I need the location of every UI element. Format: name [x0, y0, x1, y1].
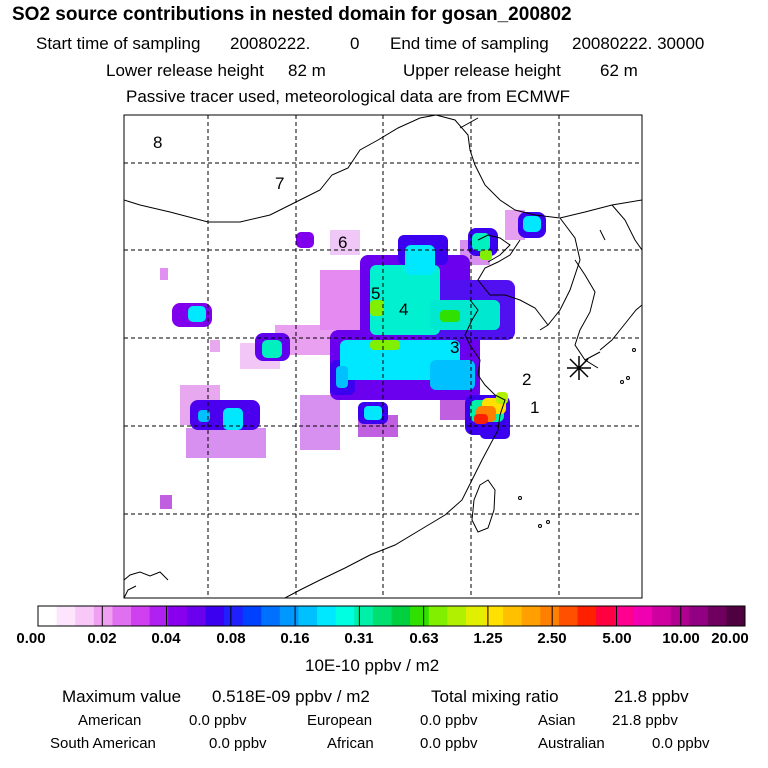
australian-value: 0.0 ppbv — [652, 735, 710, 752]
colorbar-swatch — [503, 606, 523, 626]
colorbar-swatch — [224, 606, 244, 626]
australian-label: Australian — [538, 735, 605, 752]
colorbar-swatch — [131, 606, 151, 626]
max-value: 0.518E-09 ppbv / m2 — [212, 687, 370, 706]
total-mixing-value: 21.8 ppbv — [614, 687, 689, 706]
colorbar-tick: 5.00 — [602, 630, 632, 647]
region-label-6: 6 — [338, 233, 347, 252]
colorbar-unit: 10E-10 ppbv / m2 — [305, 656, 440, 675]
european-value: 0.0 ppbv — [420, 712, 478, 729]
colorbar-swatch — [168, 606, 188, 626]
upper-release-value: 62 m — [600, 61, 638, 80]
colorbar-swatch — [596, 606, 616, 626]
colorbar-tick: 2.50 — [537, 630, 567, 647]
start-time-value: 20080222. — [230, 34, 311, 53]
region-label-1: 1 — [530, 398, 539, 417]
lower-release-label: Lower release height — [106, 61, 264, 80]
south-american-label: South American — [50, 735, 156, 752]
european-label: European — [307, 712, 373, 729]
colorbar-tick: 20.00 — [711, 630, 749, 647]
colorbar-swatch — [614, 606, 634, 626]
colorbar-swatch — [261, 606, 281, 626]
region-labels: 1 2 3 4 5 6 7 8 — [153, 133, 539, 417]
contribution-field — [124, 115, 642, 598]
coastlines-borders — [124, 115, 642, 598]
african-value: 0.0 ppbv — [420, 735, 478, 752]
colorbar — [37, 605, 746, 627]
colorbar-swatch — [558, 606, 579, 626]
colorbar-swatch — [112, 606, 132, 626]
colorbar-swatch — [689, 606, 709, 626]
american-value: 0.0 ppbv — [189, 712, 247, 729]
region-label-5: 5 — [371, 284, 380, 303]
strong-plume-layer — [188, 216, 541, 430]
end-time-label: End time of sampling — [390, 34, 549, 53]
colorbar-swatch — [149, 606, 169, 626]
colorbar-swatch — [521, 606, 541, 626]
end-time-value: 20080222. 30000 — [572, 34, 705, 53]
colorbar-tick: 0.02 — [87, 630, 117, 647]
african-label: African — [327, 735, 374, 752]
colorbar-swatch — [410, 606, 430, 626]
colorbar-tick: 10.00 — [662, 630, 700, 647]
colorbar-swatch — [75, 606, 95, 626]
colorbar-swatch — [577, 606, 597, 626]
colorbar-swatch — [38, 606, 58, 626]
colorbar-tick: 1.25 — [473, 630, 503, 647]
colorbar-tick: 0.00 — [16, 630, 46, 647]
colorbar-swatch — [205, 606, 225, 626]
colorbar-swatch — [651, 606, 672, 626]
colorbar-swatch — [484, 606, 504, 626]
colorbar-swatch — [335, 606, 355, 626]
colorbar-swatch — [186, 606, 206, 626]
colorbar-swatch — [372, 606, 392, 626]
colorbar-tick: 0.63 — [409, 630, 439, 647]
map-frame — [123, 114, 643, 599]
colorbar-tick: 0.08 — [216, 630, 246, 647]
region-label-8: 8 — [153, 133, 162, 152]
upper-release-label: Upper release height — [403, 61, 561, 80]
start-time-label: Start time of sampling — [36, 34, 201, 53]
colorbar-swatch — [354, 606, 374, 626]
colorbar-swatch — [540, 606, 560, 626]
lower-release-value: 82 m — [288, 61, 326, 80]
page-title: SO2 source contributions in nested domai… — [12, 4, 572, 25]
american-label: American — [78, 712, 142, 729]
colorbar-swatch — [670, 606, 690, 626]
grid-lines — [124, 115, 642, 598]
colorbar-swatch — [93, 606, 113, 626]
colorbar-swatch — [242, 606, 262, 626]
receptor-asterisk — [567, 356, 591, 380]
tracer-note: Passive tracer used, meteorological data… — [126, 87, 571, 106]
region-label-4: 4 — [399, 300, 408, 319]
south-american-value: 0.0 ppbv — [209, 735, 267, 752]
colorbar-swatch — [428, 606, 448, 626]
region-label-2: 2 — [522, 370, 531, 389]
colorbar-swatch — [298, 606, 318, 626]
start-time-extra: 0 — [350, 34, 360, 53]
asian-value: 21.8 ppbv — [612, 712, 678, 729]
asian-label: Asian — [538, 712, 576, 729]
colorbar-tick: 0.16 — [280, 630, 310, 647]
colorbar-swatch — [633, 606, 653, 626]
colorbar-swatch — [465, 606, 486, 626]
colorbar-tick: 0.04 — [151, 630, 181, 647]
colorbar-swatch — [447, 606, 467, 626]
colorbar-tick: 0.31 — [344, 630, 374, 647]
colorbar-swatch — [726, 606, 746, 626]
colorbar-swatch — [707, 606, 727, 626]
max-value-label: Maximum value — [62, 687, 182, 706]
colorbar-swatch — [391, 606, 411, 626]
colorbar-swatch — [279, 606, 299, 626]
total-mixing-label: Total mixing ratio — [431, 687, 559, 706]
colorbar-swatch — [56, 606, 76, 626]
region-label-3: 3 — [450, 338, 459, 357]
colorbar-frame — [37, 605, 746, 627]
colorbar-swatch — [317, 606, 337, 626]
region-label-7: 7 — [275, 174, 284, 193]
